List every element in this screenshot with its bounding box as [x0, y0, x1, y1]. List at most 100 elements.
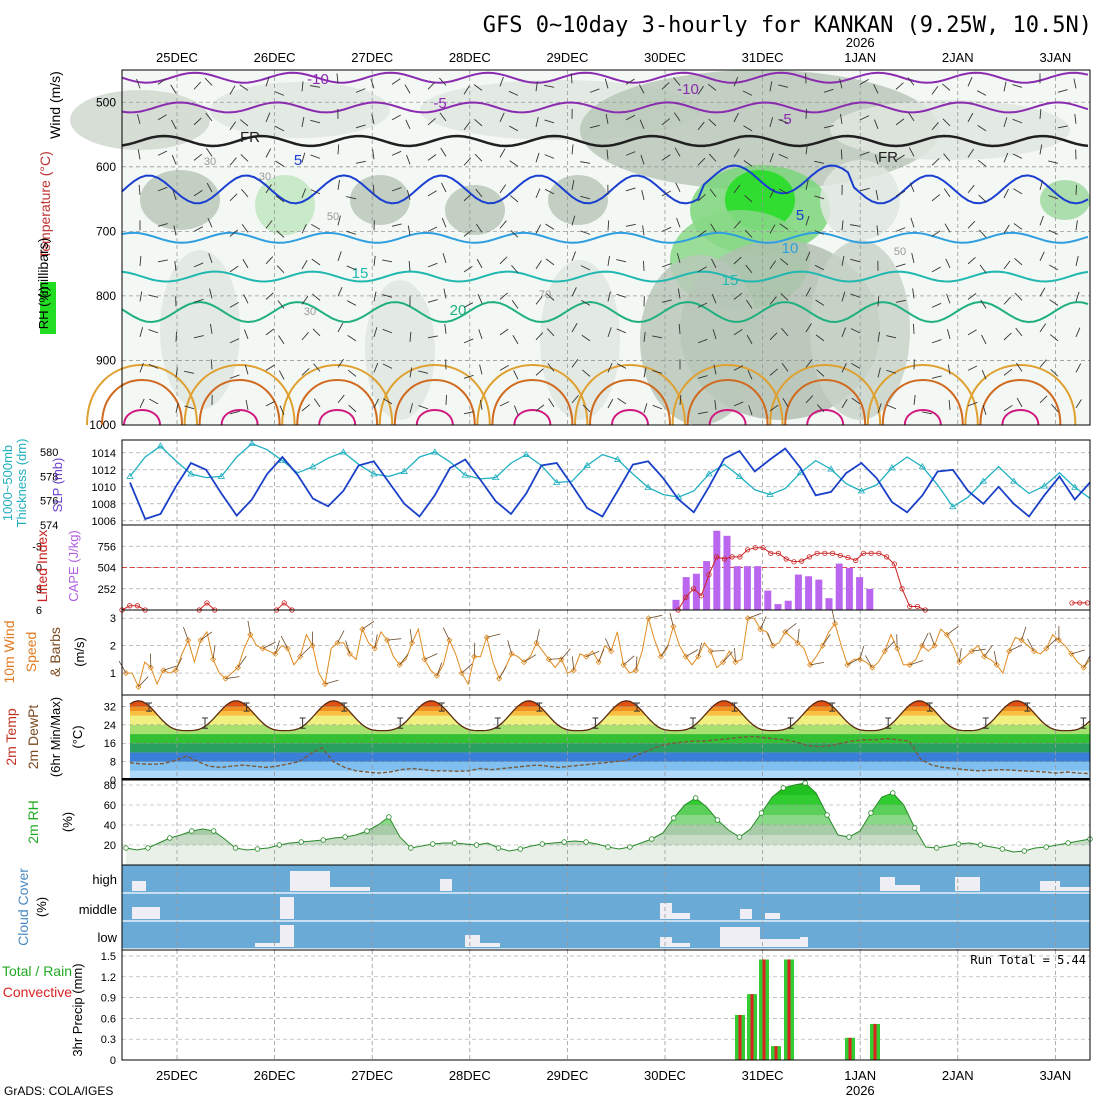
wind-barb: [606, 149, 609, 160]
wind-barb: [373, 184, 375, 195]
wind-barb: [546, 293, 555, 301]
wind-barb: [707, 83, 717, 91]
temp-band-group: [130, 700, 1090, 780]
cape-bar: [754, 566, 762, 610]
wind-barb: [625, 78, 635, 85]
wind-barb: [1049, 299, 1059, 306]
wind-barb: [943, 188, 951, 198]
cloud-level-label: low: [97, 930, 117, 945]
panel-frame: [121, 69, 1091, 426]
wind-barb: [625, 187, 636, 192]
wind-barb: [797, 628, 800, 643]
wind-barb: [274, 640, 280, 654]
wind-barb: [241, 224, 249, 233]
contour-label: 30: [259, 171, 271, 183]
wind-barb: [499, 292, 508, 300]
wind-barb: [616, 259, 627, 263]
wind-barb: [229, 85, 236, 95]
wind-barb: [408, 260, 411, 271]
contour-label: 10: [782, 240, 799, 257]
wind-barb: [463, 193, 472, 202]
wind-barb: [406, 154, 411, 165]
rh-point: [495, 845, 502, 851]
wind-barb: [660, 644, 669, 657]
wind-barb: [1003, 260, 1011, 270]
wind-barb: [193, 190, 203, 197]
wind-barb: [641, 190, 645, 200]
wind-barb: [733, 220, 742, 229]
cloud-bar: [480, 943, 500, 947]
wind-barb: [535, 260, 542, 270]
wind-barb: [1071, 649, 1085, 655]
temp-band: [130, 724, 1090, 735]
li-tick-label: -3: [32, 541, 42, 553]
contour-label: 5: [294, 152, 302, 169]
wind-barb: [910, 217, 915, 228]
wind-barb: [1003, 152, 1009, 163]
wind-barb: [805, 180, 809, 190]
wind-barb: [967, 220, 976, 229]
wind-barb: [373, 398, 379, 409]
li-tick-label: 6: [36, 605, 42, 617]
wind-barb: [746, 334, 753, 345]
isotherm-line: [123, 409, 161, 426]
wind-barb: [640, 154, 645, 165]
thickness-point: [979, 477, 988, 484]
wind-barb: [909, 182, 915, 193]
wind-barb: [265, 400, 276, 407]
temp-maxmin-marker: [341, 702, 348, 712]
rh-shading: [820, 160, 900, 240]
wind-barb: [873, 84, 879, 94]
y-axis-label-convective: Convective: [3, 984, 72, 1000]
rh-point: [605, 844, 611, 850]
rh-point: [758, 810, 765, 816]
wind-barb: [1003, 332, 1012, 341]
pressure-tick-label: 800: [96, 289, 116, 303]
cape-bar: [866, 588, 874, 610]
isotherm-line: [183, 364, 296, 426]
temp-band: [130, 743, 1090, 753]
rh-point: [846, 834, 852, 840]
thickness-point: [1040, 482, 1048, 489]
wind-barb: [545, 258, 555, 266]
wind-barb: [391, 187, 402, 192]
wind-barb: [733, 76, 739, 87]
wind-speed-point: [919, 642, 926, 649]
wind-barb: [193, 226, 204, 232]
wind-barb: [778, 153, 789, 159]
wind-barb: [265, 148, 272, 158]
thickness-tick-label: 580: [40, 447, 58, 459]
wind-speed-point: [632, 667, 640, 674]
wind-barb: [265, 256, 274, 265]
wind-barb: [510, 230, 519, 238]
wind-barb: [778, 119, 789, 124]
wind-speed-point: [147, 664, 154, 671]
rh-shading: [160, 250, 240, 410]
wind-speed-point: [831, 620, 839, 627]
wind-barb: [139, 398, 145, 409]
wind-barb: [243, 294, 249, 304]
wind-barb: [547, 363, 555, 372]
thickness-point: [827, 465, 835, 472]
cape-bar: [805, 576, 813, 610]
wind-barb: [184, 405, 195, 410]
wind-barb: [382, 363, 393, 369]
time-tick-label-top: 26DEC: [254, 50, 296, 65]
slp-tick-label: 1008: [92, 499, 116, 511]
isotherm-line: [671, 364, 784, 426]
wind-barb: [912, 288, 915, 299]
temp-maxmin-marker: [494, 717, 501, 729]
wind-barb: [1021, 626, 1027, 641]
rh-band: [126, 795, 1090, 805]
temp-band: [130, 715, 1090, 725]
cloud-bar: [290, 871, 330, 891]
wind-barb: [463, 121, 471, 131]
temp-maxmin-marker: [982, 717, 989, 729]
wind-barb: [355, 124, 366, 129]
wind-barb: [478, 329, 483, 340]
wind-barb: [463, 374, 474, 379]
wind-barb: [743, 160, 753, 167]
wind-speed-point: [297, 653, 304, 660]
temp-maxmin-marker: [885, 717, 892, 729]
